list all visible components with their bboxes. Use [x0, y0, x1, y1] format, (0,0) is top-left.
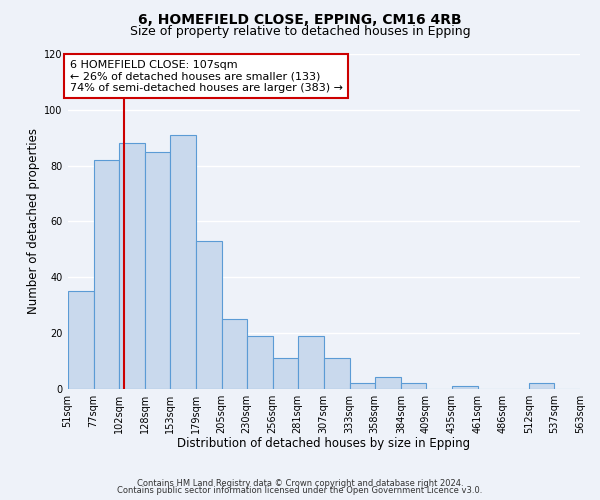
Bar — [350, 383, 375, 388]
Bar — [68, 291, 94, 388]
Bar — [452, 386, 478, 388]
Text: Contains public sector information licensed under the Open Government Licence v3: Contains public sector information licen… — [118, 486, 482, 495]
Bar — [221, 319, 247, 388]
Bar — [273, 358, 298, 388]
Text: 6 HOMEFIELD CLOSE: 107sqm
← 26% of detached houses are smaller (133)
74% of semi: 6 HOMEFIELD CLOSE: 107sqm ← 26% of detac… — [70, 60, 343, 93]
Bar — [94, 160, 119, 388]
Text: Contains HM Land Registry data © Crown copyright and database right 2024.: Contains HM Land Registry data © Crown c… — [137, 478, 463, 488]
Bar — [529, 383, 554, 388]
Bar — [196, 241, 221, 388]
Y-axis label: Number of detached properties: Number of detached properties — [27, 128, 40, 314]
Bar — [145, 152, 170, 388]
Bar — [170, 135, 196, 388]
Text: Size of property relative to detached houses in Epping: Size of property relative to detached ho… — [130, 25, 470, 38]
Bar — [298, 336, 324, 388]
Bar — [375, 378, 401, 388]
Bar — [247, 336, 273, 388]
X-axis label: Distribution of detached houses by size in Epping: Distribution of detached houses by size … — [177, 437, 470, 450]
Bar — [401, 383, 426, 388]
Bar — [324, 358, 350, 388]
Bar — [119, 143, 145, 388]
Text: 6, HOMEFIELD CLOSE, EPPING, CM16 4RB: 6, HOMEFIELD CLOSE, EPPING, CM16 4RB — [138, 12, 462, 26]
